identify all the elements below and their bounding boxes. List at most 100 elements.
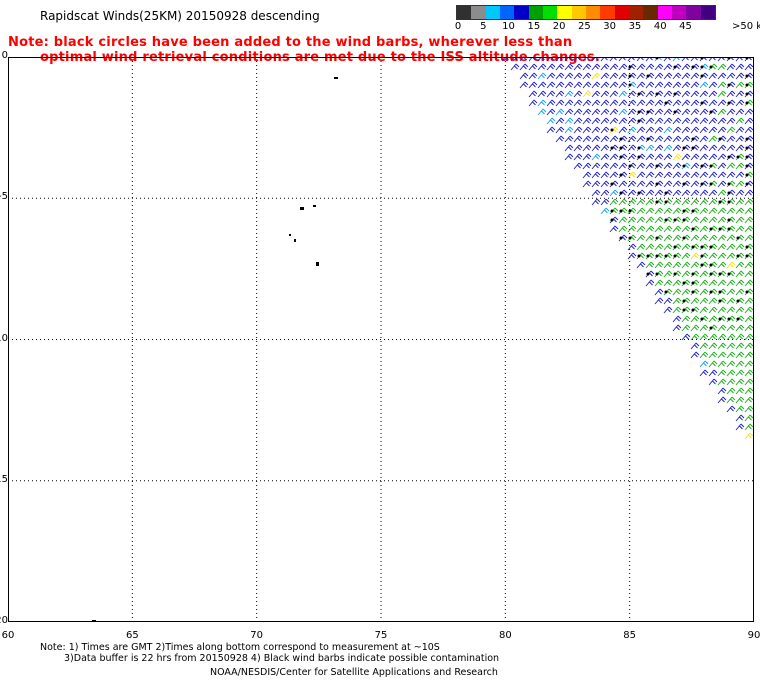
- quality-flag: [646, 110, 650, 114]
- wind-barb: [699, 225, 709, 233]
- wind-barb: [672, 180, 682, 188]
- colorbar-label: 40: [653, 21, 667, 32]
- quality-flag: [691, 281, 695, 285]
- colorbar-label: 15: [527, 21, 541, 32]
- wind-barb: [681, 198, 691, 206]
- wind-barb: [726, 108, 736, 116]
- wind-barb: [681, 252, 691, 260]
- wind-barb: [744, 306, 754, 314]
- wind-barb: [744, 198, 754, 206]
- wind-barb: [717, 387, 727, 395]
- wind-barb: [681, 126, 691, 134]
- wind-barb: [573, 126, 583, 134]
- wind-barb: [726, 342, 736, 350]
- quality-flag: [646, 74, 650, 78]
- wind-barb: [672, 162, 682, 170]
- wind-barb: [627, 135, 637, 143]
- wind-barb: [636, 171, 646, 179]
- wind-barb: [744, 297, 754, 305]
- wind-barb: [726, 90, 736, 98]
- wind-barb: [699, 108, 709, 116]
- wind-barb: [735, 342, 745, 350]
- map-frame: [8, 57, 754, 622]
- wind-barb: [717, 126, 727, 134]
- wind-barb: [609, 162, 619, 170]
- wind-barb: [609, 198, 619, 206]
- quality-flag: [709, 326, 713, 330]
- quality-flag: [655, 92, 659, 96]
- colorbar-swatch: [485, 6, 500, 19]
- wind-barb: [726, 261, 736, 269]
- wind-barb: [654, 189, 664, 197]
- colorbar-swatch: [542, 6, 558, 19]
- wind-barb: [627, 198, 637, 206]
- wind-barb: [735, 333, 745, 341]
- quality-flag: [736, 317, 740, 321]
- wind-barb: [681, 270, 691, 278]
- wind-barb: [627, 117, 637, 125]
- quality-flag: [655, 200, 659, 204]
- wind-barb: [699, 189, 709, 197]
- wind-barb: [744, 261, 754, 269]
- wind-barb: [690, 198, 700, 206]
- wind-barb: [663, 90, 673, 98]
- wind-barb: [627, 126, 637, 134]
- wind-barb: [582, 135, 592, 143]
- wind-barb: [555, 63, 565, 71]
- wind-barb: [627, 252, 637, 260]
- wind-barb: [726, 63, 736, 71]
- quality-flag: [619, 137, 623, 141]
- wind-barb: [717, 63, 727, 71]
- wind-barb: [726, 171, 736, 179]
- wind-barb: [582, 144, 592, 152]
- quality-flag: [727, 272, 731, 276]
- colorbar-swatch: [499, 6, 515, 19]
- wind-barb: [564, 81, 574, 89]
- wind-barb: [609, 189, 619, 197]
- quality-flag: [691, 137, 695, 141]
- wind-barb: [609, 99, 619, 107]
- wind-barb: [555, 135, 565, 143]
- wind-barb: [681, 72, 691, 80]
- wind-barb: [654, 207, 664, 215]
- quality-flag: [619, 155, 623, 159]
- wind-barb: [591, 72, 601, 80]
- wind-barb: [735, 270, 745, 278]
- colorbar-swatch: [571, 6, 586, 19]
- wind-barb: [609, 153, 619, 161]
- wind-barb: [735, 171, 745, 179]
- quality-flag: [610, 182, 614, 186]
- wind-barb: [726, 378, 736, 386]
- quality-flag: [718, 227, 722, 231]
- wind-barb: [645, 234, 655, 242]
- quality-flag: [664, 290, 668, 294]
- wind-barb: [672, 324, 682, 332]
- quality-flag: [718, 317, 722, 321]
- wind-barb: [726, 297, 736, 305]
- quality-flag: [709, 227, 713, 231]
- wind-barb: [690, 117, 700, 125]
- island: [334, 77, 338, 79]
- quality-flag: [727, 155, 731, 159]
- quality-flag: [736, 236, 740, 240]
- wind-barb: [555, 72, 565, 80]
- wind-barb: [744, 315, 754, 323]
- quality-flag: [664, 101, 668, 105]
- footer-note-1: Note: 1) Times are GMT 2)Times along bot…: [40, 642, 440, 653]
- wind-barb: [690, 90, 700, 98]
- quality-flag: [610, 128, 614, 132]
- wind-barb: [699, 270, 709, 278]
- wind-barb: [744, 342, 754, 350]
- wind-barb: [726, 369, 736, 377]
- colorbar-swatch: [600, 6, 615, 19]
- quality-flag: [637, 191, 641, 195]
- wind-barb: [663, 225, 673, 233]
- quality-flag: [709, 272, 713, 276]
- wind-barb: [708, 117, 718, 125]
- wind-barb: [609, 81, 619, 89]
- wind-barb: [618, 117, 628, 125]
- wind-barb: [564, 117, 574, 125]
- wind-barb: [699, 324, 709, 332]
- wind-barb: [636, 243, 646, 251]
- quality-flag: [619, 236, 623, 240]
